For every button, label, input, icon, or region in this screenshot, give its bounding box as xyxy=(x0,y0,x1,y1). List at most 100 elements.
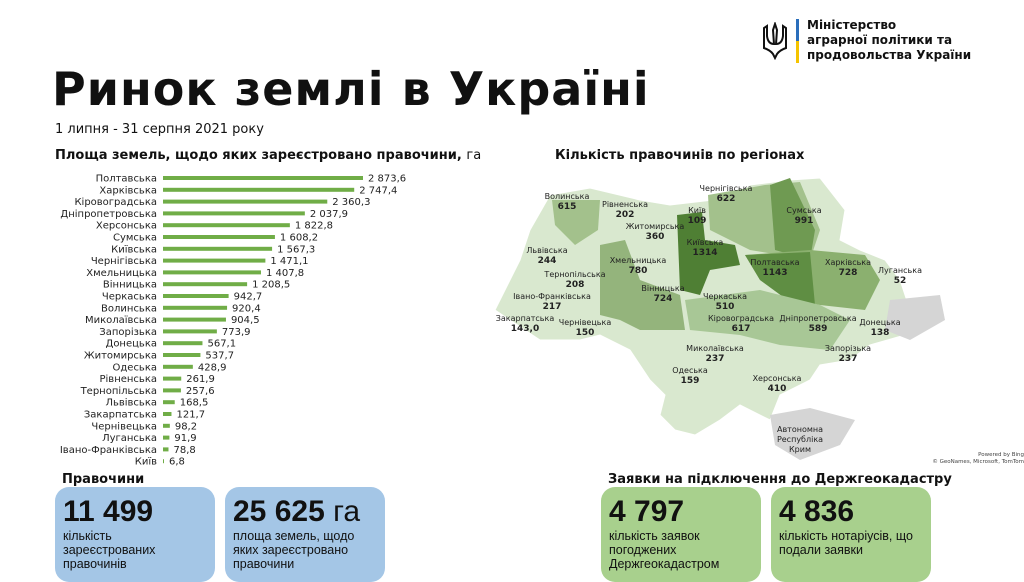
bar-category-label: Хмельницька xyxy=(86,268,157,279)
bar-value-label: 904,5 xyxy=(231,315,260,326)
region-name: Запорізька xyxy=(824,344,872,353)
bar-value-label: 78,8 xyxy=(173,445,195,456)
region-name: Донецька xyxy=(859,318,901,327)
region-name: Миколаївська xyxy=(686,344,744,353)
map-region-label: Запорізька 237 xyxy=(825,344,871,364)
bar-category-label: Черкаська xyxy=(102,292,157,303)
region-value: 217 xyxy=(542,302,562,312)
map-title: Кількість правочинів по регіонах xyxy=(555,148,805,163)
bar-category-label: Чернігівська xyxy=(91,255,157,267)
region-value: 159 xyxy=(680,376,700,386)
bar-category-label: Полтавська xyxy=(96,174,157,185)
bar-category-label: Київська xyxy=(111,244,157,255)
bar-chart: Полтавська 2 873,6 Харківська 2 747,4 Кірово… xyxy=(60,174,406,468)
region-name: Сумська xyxy=(786,206,822,215)
trident-icon xyxy=(763,21,787,60)
region-value: 510 xyxy=(715,302,735,312)
region-name: Чернівецька xyxy=(558,318,612,327)
notaries-card: 4 836 кількість нотаріусів, що подали за… xyxy=(771,487,931,582)
map-region-label: Автономна Республіка Крим xyxy=(765,425,835,455)
bar xyxy=(163,364,193,369)
bar-category-label: Кіровоградська xyxy=(74,196,157,208)
region-name: Івано-Франківська xyxy=(513,292,591,301)
map-donbas-grey xyxy=(885,295,945,340)
map-region-label: Херсонська 410 xyxy=(753,374,802,394)
bar-value-label: 1 208,5 xyxy=(252,280,290,291)
map-region-label: Донецька 138 xyxy=(859,318,900,338)
bar-category-label: Тернопільська xyxy=(80,385,157,397)
bar-value-label: 920,4 xyxy=(232,303,261,314)
region-value: 1314 xyxy=(692,248,718,258)
region-name: Київська xyxy=(686,238,724,247)
approved-count: 4 797 xyxy=(609,495,685,528)
bar-value-label: 567,1 xyxy=(207,339,236,350)
region-name: Автономна Республіка Крим xyxy=(776,425,824,454)
bar xyxy=(163,459,164,464)
bar-category-label: Закарпатська xyxy=(84,410,157,421)
region-name: Житомирська xyxy=(625,222,685,231)
bar xyxy=(163,423,170,428)
region-value: 617 xyxy=(731,324,751,334)
region-name: Харківська xyxy=(824,258,872,267)
bar-value-label: 773,9 xyxy=(222,327,251,338)
map-crimea-grey xyxy=(770,408,855,460)
bar xyxy=(163,246,273,251)
region-name: Луганська xyxy=(878,266,922,275)
bar xyxy=(163,435,170,440)
bar xyxy=(163,199,328,204)
deals-area-unit: га xyxy=(333,495,361,528)
region-value: 150 xyxy=(575,328,595,338)
flag-bar xyxy=(796,18,799,63)
region-name: Кіровоградська xyxy=(707,314,775,323)
bar-value-label: 6,8 xyxy=(169,457,185,468)
bar-value-label: 2 360,3 xyxy=(332,197,370,208)
region-value: 991 xyxy=(794,216,814,226)
bar-value-label: 1 471,1 xyxy=(270,256,308,267)
region-name: Вінницька xyxy=(641,284,685,293)
bar-category-label: Луганська xyxy=(102,433,157,444)
bar xyxy=(163,223,290,228)
bar-value-label: 91,9 xyxy=(174,433,196,444)
deals-count-label: кількість зареєстрованих правочинів xyxy=(63,529,156,571)
region-value: 52 xyxy=(893,276,907,286)
bar-value-label: 261,9 xyxy=(186,374,215,385)
bar-category-label: Вінницька xyxy=(103,279,157,291)
region-name: Київ xyxy=(688,206,706,215)
bar-value-label: 121,7 xyxy=(176,410,205,421)
map-region-label: Чернігівська 622 xyxy=(700,184,753,204)
map-kyiv xyxy=(677,212,740,295)
region-value: 728 xyxy=(838,268,858,278)
approved-label: кількість заявок погоджених Держгеокадас… xyxy=(609,529,720,571)
logo-line: Міністерство xyxy=(807,18,897,32)
region-name: Одеська xyxy=(672,366,708,375)
bar-value-label: 1 608,2 xyxy=(280,233,318,244)
bar xyxy=(163,329,217,334)
bar-category-label: Волинська xyxy=(101,303,157,314)
bar-value-label: 1 407,8 xyxy=(266,268,304,279)
bar xyxy=(163,353,201,357)
map-region-label: Закарпатська 143,0 xyxy=(496,314,554,334)
bar-value-label: 942,7 xyxy=(234,292,263,303)
bar xyxy=(163,211,305,216)
bar xyxy=(163,317,226,322)
applications-section-title: Заявки на підключення до Держгеокадастру xyxy=(608,472,952,487)
region-name: Львівська xyxy=(526,246,568,255)
region-value: 143,0 xyxy=(510,324,540,334)
region-value: 622 xyxy=(716,194,736,204)
approved-card: 4 797 кількість заявок погоджених Держге… xyxy=(601,487,761,582)
map-region-label: Рівненська 202 xyxy=(602,200,648,220)
bar-value-label: 98,2 xyxy=(175,421,197,432)
bar xyxy=(163,341,203,346)
chart-unit: га xyxy=(466,148,482,163)
map-region-label: Миколаївська 237 xyxy=(686,344,744,364)
map-region-label: Хмельницька 780 xyxy=(610,256,667,276)
period: 1 липня - 31 серпня 2021 року xyxy=(55,122,264,137)
bar xyxy=(163,235,275,239)
map-region-label: Сумська 991 xyxy=(786,206,821,226)
attribution-line: Powered by Bing xyxy=(978,452,1024,458)
region-name: Закарпатська xyxy=(495,314,555,323)
bar-value-label: 1 567,3 xyxy=(277,244,315,255)
bar-category-label: Сумська xyxy=(113,233,157,244)
region-name: Херсонська xyxy=(752,374,802,383)
map-region-label: Івано-Франківська 217 xyxy=(513,292,591,312)
